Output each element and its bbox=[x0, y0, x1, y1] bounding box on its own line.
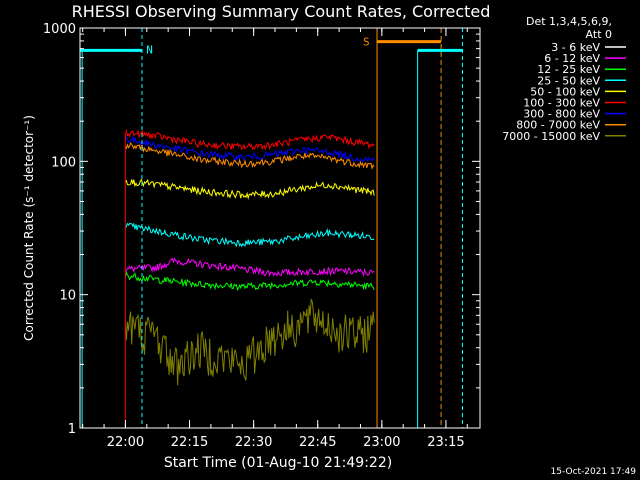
y-tick-label: 100 bbox=[51, 155, 76, 170]
legend-entry-label: 25 - 50 keV bbox=[537, 74, 600, 87]
chart-title: RHESSI Observing Summary Count Rates, Co… bbox=[72, 2, 491, 21]
x-tick-label: 23:00 bbox=[363, 435, 400, 450]
series-line bbox=[124, 135, 375, 163]
legend-entry-label: 12 - 25 keV bbox=[537, 63, 600, 76]
legend-entry-label: 7000 - 15000 keV bbox=[502, 130, 600, 143]
series-line bbox=[124, 297, 375, 386]
legend-entry-label: 300 - 800 keV bbox=[523, 108, 600, 121]
y-tick-label: 1000 bbox=[43, 22, 76, 37]
plot-area: NS bbox=[80, 28, 463, 428]
series-line bbox=[124, 142, 375, 170]
x-tick-label: 23:15 bbox=[427, 435, 464, 450]
x-axis-label: Start Time (01-Aug-10 21:49:22) bbox=[164, 455, 392, 471]
timestamp: 15-Oct-2021 17:49 bbox=[551, 467, 637, 477]
x-tick-label: 22:45 bbox=[299, 435, 336, 450]
series-line bbox=[125, 129, 375, 151]
y-axis-label: Corrected Count Rate (s⁻¹ detector⁻¹) bbox=[22, 115, 36, 341]
x-tick-label: 22:00 bbox=[107, 435, 144, 450]
legend-entry-label: 50 - 100 keV bbox=[530, 85, 600, 98]
legend-entry-label: 3 - 6 keV bbox=[551, 41, 600, 54]
series-line bbox=[124, 178, 375, 200]
legend-entry-label: 100 - 300 keV bbox=[523, 97, 600, 110]
y-tick-label: 1 bbox=[68, 422, 76, 437]
y-tick-label: 10 bbox=[59, 289, 76, 304]
series-line bbox=[124, 222, 375, 248]
axes: 22:00 22:15 22:30 22:45 23:00 23:15 1 10 100 1000 bbox=[43, 22, 481, 450]
legend-entry-label: 800 - 7000 keV bbox=[516, 119, 600, 132]
x-tick-label: 22:15 bbox=[171, 435, 208, 450]
saa-marker-label: S bbox=[363, 36, 370, 49]
night-marker-label: N bbox=[146, 43, 153, 56]
x-tick-label: 22:30 bbox=[235, 435, 272, 450]
legend-header-line-2: Att 0 bbox=[586, 28, 612, 41]
legend-header-line-1: Det 1,3,4,5,6,9, bbox=[526, 15, 612, 28]
series-line bbox=[125, 257, 375, 278]
axes-frame bbox=[79, 27, 481, 429]
legend-entry-label: 6 - 12 keV bbox=[544, 52, 600, 65]
series-line bbox=[124, 271, 375, 292]
